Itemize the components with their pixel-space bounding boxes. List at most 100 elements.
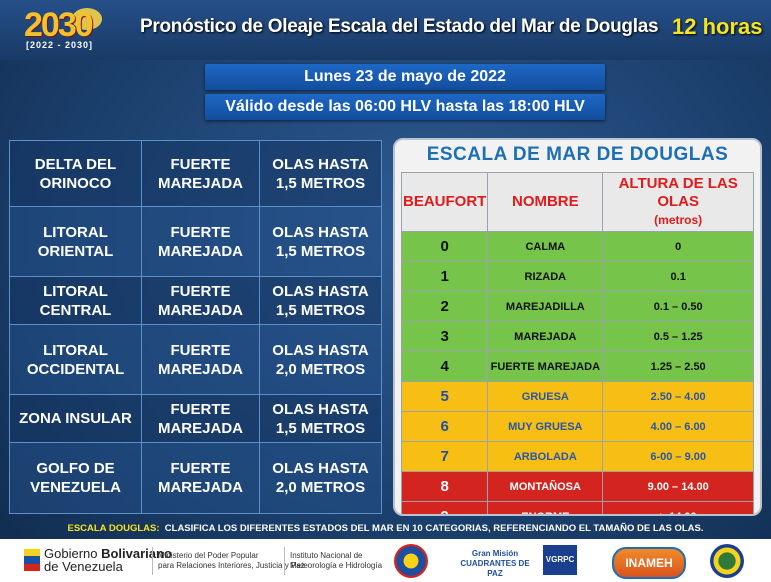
sun-icon	[72, 8, 102, 30]
forecast-sea-state: FUERTE MAREJADA	[141, 394, 260, 443]
scale-height: 9.00 – 14.00	[602, 471, 754, 502]
gran-mision-logo: Gran Misión CUADRANTES DE PAZ	[460, 549, 530, 578]
forecast-region: ZONA INSULAR	[9, 394, 142, 443]
scale-note: ESCALA DOUGLAS: CLASIFICA LOS DIFERENTES…	[0, 523, 771, 534]
scale-name: GRUESA	[487, 381, 604, 412]
forecast-wave-height: OLAS HASTA 1,5 METROS	[259, 206, 382, 277]
scale-height: 0.1 – 0.50	[602, 291, 754, 322]
scale-row: 1 RIZADA 0.1	[400, 261, 754, 292]
forecast-row: GOLFO DE VENEZUELA FUERTE MAREJADA OLAS HA…	[9, 442, 382, 514]
scale-beaufort: 7	[400, 441, 489, 472]
scale-height: 2.50 – 4.00	[602, 381, 754, 412]
emblem-icon	[394, 544, 428, 578]
forecast-region: GOLFO DE VENEZUELA	[9, 442, 142, 514]
scale-beaufort: 6	[400, 411, 489, 442]
scale-name: ARBOLADA	[487, 441, 604, 472]
note-text: CLASIFICA LOS DIFERENTES ESTADOS DEL MAR…	[164, 523, 704, 534]
scale-height: 4.00 – 6.00	[602, 411, 754, 442]
col-height-unit: (metros)	[654, 213, 703, 227]
scale-beaufort: 4	[400, 351, 489, 382]
scale-height: 0	[602, 231, 754, 262]
scale-beaufort: 3	[400, 321, 489, 352]
scale-name: MAREJADILLA	[487, 291, 604, 322]
forecast-region: LITORAL CENTRAL	[9, 276, 142, 325]
forecast-sea-state: FUERTE MAREJADA	[141, 442, 260, 514]
inameh-logo: INAMEH	[612, 547, 686, 579]
scale-row: 4 FUERTE MAREJADA 1.25 – 2.50	[400, 351, 754, 382]
gob-text-c: de Venezuela	[44, 559, 123, 574]
scale-height: 0.5 – 1.25	[602, 321, 754, 352]
forecast-row: DELTA DEL ORINOCO FUERTE MAREJADA OLAS HAS…	[9, 140, 382, 207]
scale-height: 6-00 – 9.00	[602, 441, 754, 472]
scale-name: MONTAÑOSA	[487, 471, 604, 502]
footer-divider	[284, 547, 285, 575]
forecast-row: LITORAL OCCIDENTAL FUERTE MAREJADA OLAS HA…	[9, 324, 382, 395]
scale-beaufort: 8	[400, 471, 489, 502]
col-height-label: ALTURA DE LAS OLAS	[618, 175, 738, 210]
col-beaufort: BEAUFORT	[400, 172, 489, 232]
forecast-region: LITORAL ORIENTAL	[9, 206, 142, 277]
scale-row: 5 GRUESA 2.50 – 4.00	[400, 381, 754, 412]
gob-text-b: Bolivariano	[101, 546, 172, 561]
forecast-sea-state: FUERTE MAREJADA	[141, 276, 260, 325]
forecast-row: LITORAL ORIENTAL FUERTE MAREJADA OLAS HAST…	[9, 206, 382, 277]
scale-beaufort: 5	[400, 381, 489, 412]
scale-row: 9ENORME> 14.00	[400, 501, 754, 514]
date-banner: Lunes 23 de mayo de 2022	[205, 64, 605, 90]
forecast-region: DELTA DEL ORINOCO	[9, 140, 142, 207]
scale-name: MAREJADA	[487, 321, 604, 352]
scale-row: 8 MONTAÑOSA 9.00 – 14.00	[400, 471, 754, 502]
ministry-logo: Ministerio del Poder Popular para Relaci…	[158, 551, 305, 571]
forecast-sea-state: FUERTE MAREJADA	[141, 324, 260, 395]
scale-title: ESCALA DE MAR DE DOUGLAS	[426, 144, 729, 165]
ministry-text-2: para Relaciones Interiores, Justicia y P…	[158, 561, 305, 570]
scale-name: ENORME	[487, 501, 604, 514]
forecast-wave-height: OLAS HASTA 2,0 METROS	[259, 324, 382, 395]
scale-name: RIZADA	[487, 261, 604, 292]
scale-name: MUY GRUESA	[487, 411, 604, 442]
forecast-table: DELTA DEL ORINOCO FUERTE MAREJADA OLAS HAS…	[9, 140, 382, 514]
forecast-wave-height: OLAS HASTA 2,0 METROS	[259, 442, 382, 514]
page-title: Pronóstico de Oleaje Escala del Estado d…	[140, 16, 659, 37]
scale-beaufort: 1	[400, 261, 489, 292]
ministry-text-1: Ministerio del Poder Popular	[158, 551, 259, 560]
douglas-scale-panel: ESCALA DE MAR DE DOUGLAS BEAUFORT NOMBRE…	[393, 138, 762, 516]
inst-text-2: Meteorología e Hidrología	[290, 561, 383, 570]
scale-beaufort: 2	[400, 291, 489, 322]
header-band	[0, 0, 771, 60]
logo-year: 2030	[24, 6, 94, 44]
inst-text-1: Instituto Nacional de	[290, 551, 363, 560]
col-height: ALTURA DE LAS OLAS (metros)	[602, 172, 754, 232]
gobierno-logo: Gobierno Bolivariano de Venezuela	[44, 547, 172, 573]
scale-name: FUERTE MAREJADA	[487, 351, 604, 382]
scale-row: 2 MAREJADILLA 0.1 – 0.50	[400, 291, 754, 322]
forecast-wave-height: OLAS HASTA 1,5 METROS	[259, 276, 382, 325]
scale-row: 7 ARBOLADA 6-00 – 9.00	[400, 441, 754, 472]
gob-text-a: Gobierno	[44, 546, 102, 561]
forecast-region: LITORAL OCCIDENTAL	[9, 324, 142, 395]
vgrpc-logo: VGRPC	[543, 545, 577, 575]
footer-divider	[152, 547, 153, 575]
scale-beaufort: 9	[400, 501, 489, 514]
scale-row: 0 CALMA 0	[400, 231, 754, 262]
forecast-sea-state: FUERTE MAREJADA	[141, 206, 260, 277]
scale-height: 0.1	[602, 261, 754, 292]
scale-height: > 14.00	[602, 501, 754, 514]
scale-row: 3 MAREJADA 0.5 – 1.25	[400, 321, 754, 352]
forecast-row: ZONA INSULAR FUERTE MAREJADA OLAS HASTA 1,…	[9, 394, 382, 443]
validity-banner: Válido desde las 06:00 HLV hasta las 18:…	[205, 94, 605, 120]
forecast-row: LITORAL CENTRAL FUERTE MAREJADA OLAS HASTA…	[9, 276, 382, 325]
scale-beaufort: 0	[400, 231, 489, 262]
logo-range: [2022 - 2030]	[26, 40, 94, 50]
institute-logo: Instituto Nacional de Meteorología e Hid…	[290, 551, 382, 571]
seal-icon	[710, 544, 744, 578]
scale-row: 6 MUY GRUESA 4.00 – 6.00	[400, 411, 754, 442]
footer-logos: Gobierno Bolivariano de Venezuela Minist…	[0, 539, 771, 582]
scale-name: CALMA	[487, 231, 604, 262]
venezuela-flag-icon	[24, 549, 40, 571]
forecast-sea-state: FUERTE MAREJADA	[141, 140, 260, 207]
logo-2030: 2030 [2022 - 2030]	[24, 6, 134, 52]
note-label: ESCALA DOUGLAS:	[67, 523, 160, 534]
forecast-wave-height: OLAS HASTA 1,5 METROS	[259, 140, 382, 207]
forecast-hours: 12 horas	[672, 14, 763, 39]
